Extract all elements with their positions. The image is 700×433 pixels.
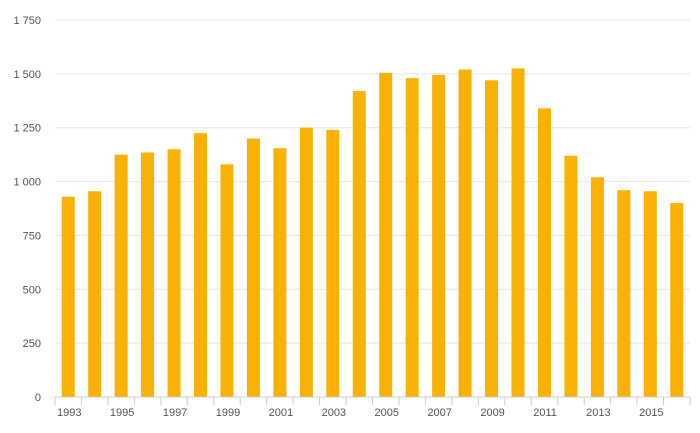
bar (114, 154, 128, 397)
x-tick-label: 2013 (586, 407, 610, 419)
bar (299, 127, 313, 397)
x-tick-label: 2009 (480, 407, 504, 419)
bar (564, 155, 578, 397)
bar (537, 108, 551, 397)
bar (485, 80, 499, 397)
x-tick-label: 1995 (110, 407, 134, 419)
y-tick-label: 1 250 (13, 123, 41, 135)
bars (61, 68, 684, 397)
bar (379, 72, 393, 397)
bar (670, 203, 684, 397)
y-axis-labels: 0 250 500 750 1 000 1 250 1 500 1 750 (13, 15, 41, 404)
bar (141, 152, 155, 397)
bar (511, 68, 525, 397)
bar (326, 129, 340, 397)
x-tick-label: 2015 (639, 407, 663, 419)
x-tick-label: 2005 (375, 407, 399, 419)
bar (246, 138, 260, 397)
bar (432, 74, 446, 397)
y-tick-label: 0 (35, 392, 41, 404)
x-tick-label: 2007 (427, 407, 451, 419)
y-tick-label: 250 (23, 338, 41, 350)
y-tick-label: 500 (23, 284, 41, 296)
gridlines (55, 19, 690, 344)
x-tick-label: 2001 (269, 407, 293, 419)
y-tick-label: 1 750 (13, 15, 41, 27)
bar (352, 91, 366, 397)
bar (194, 133, 208, 397)
y-tick-label: 1 500 (13, 69, 41, 81)
x-tick-label: 1999 (216, 407, 240, 419)
x-tick-label: 1993 (57, 407, 81, 419)
bar (643, 191, 657, 397)
bar (88, 191, 102, 397)
x-tick-label: 1997 (163, 407, 187, 419)
bar (617, 190, 631, 397)
x-axis (54, 396, 691, 405)
x-tick-label: 2011 (533, 407, 557, 419)
x-axis-labels: 1993 1995 1997 1999 2001 2003 2005 2007 2009 2011… (57, 407, 664, 419)
bar (458, 69, 472, 397)
bar (590, 177, 604, 397)
y-tick-label: 1 000 (13, 177, 41, 189)
bar (167, 149, 181, 397)
bar (405, 78, 419, 397)
bar (273, 148, 287, 397)
x-tick-label: 2003 (322, 407, 346, 419)
bar (220, 164, 234, 397)
bar (61, 196, 75, 397)
y-tick-label: 750 (23, 230, 41, 242)
